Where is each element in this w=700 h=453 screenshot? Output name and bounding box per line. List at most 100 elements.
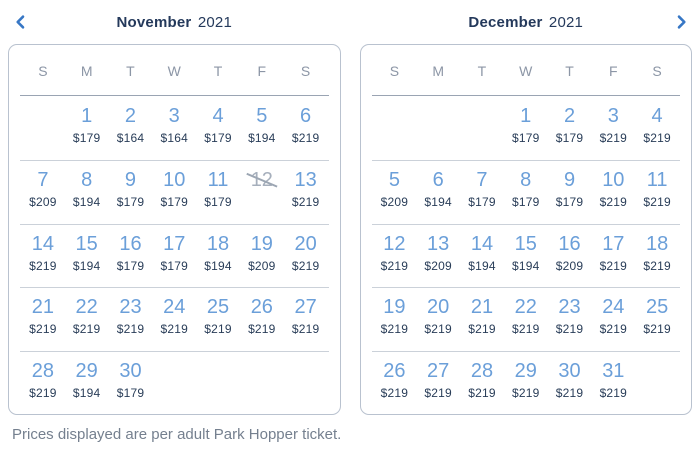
day-price: $194: [511, 258, 540, 273]
next-month-button[interactable]: [672, 12, 691, 32]
calendar-day[interactable]: 16 $209: [548, 231, 592, 288]
calendar-day[interactable]: 24 $219: [152, 294, 196, 351]
calendar-day[interactable]: 11 $219: [635, 167, 679, 224]
calendar-day[interactable]: 2 $164: [109, 103, 153, 160]
calendar-day[interactable]: 29 $219: [504, 358, 548, 414]
calendar-day[interactable]: 28 $219: [460, 358, 504, 414]
weekday-label: S: [38, 62, 48, 79]
day-number: 15: [514, 232, 537, 255]
calendar-day[interactable]: 18 $219: [635, 231, 679, 288]
calendar-day[interactable]: 8 $179: [504, 167, 548, 224]
day-price: $219: [468, 386, 496, 401]
calendar-day[interactable]: 14 $219: [21, 231, 65, 288]
day-number: 13: [294, 168, 317, 191]
calendar-day[interactable]: 1 $179: [65, 103, 109, 160]
day-price: $194: [248, 131, 276, 145]
calendar-day[interactable]: 25 $219: [635, 294, 679, 351]
calendar-day[interactable]: 21 $219: [21, 294, 65, 351]
calendar-day[interactable]: 8 $194: [65, 167, 109, 224]
calendar-day[interactable]: 2 $179: [548, 103, 592, 160]
calendar-day[interactable]: 15 $194: [504, 231, 548, 288]
calendar-day[interactable]: 24 $219: [591, 294, 635, 351]
prev-month-button[interactable]: [11, 12, 30, 32]
calendar-day[interactable]: 27 $219: [284, 294, 328, 351]
calendar-day[interactable]: 3 $219: [591, 103, 635, 160]
weekday-label: W: [519, 62, 533, 79]
calendar-day[interactable]: 28 $219: [21, 358, 65, 414]
day-price: $179: [116, 258, 145, 273]
calendar-day[interactable]: 30 $179: [109, 358, 153, 414]
calendar-day[interactable]: 19 $209: [240, 231, 284, 288]
calendar-day[interactable]: 16 $179: [109, 231, 153, 288]
calendar-day[interactable]: 4 $219: [635, 103, 679, 160]
calendar-day[interactable]: 27 $219: [416, 358, 460, 414]
day-number: 19: [250, 232, 273, 255]
calendar-panel-november: S M T W T F S 1 $179 2 $164 3 $164 4 $179 5 $194 6 $219 7 $2…: [8, 44, 341, 415]
day-number: 27: [427, 360, 450, 383]
calendar-day[interactable]: 17 $219: [591, 231, 635, 288]
calendar-day[interactable]: 31 $219: [591, 358, 635, 414]
calendar-day[interactable]: 29 $194: [65, 358, 109, 414]
week-row: 19 $219 20 $219 21 $219 22 $219 23 $219 24 $219 25 $2…: [361, 287, 692, 351]
calendar-day[interactable]: 20 $219: [416, 294, 460, 351]
day-price: $219: [248, 322, 276, 337]
calendar-day[interactable]: 26 $219: [373, 358, 417, 414]
day-price: $164: [116, 131, 145, 145]
calendar-day[interactable]: 7 $209: [21, 167, 65, 224]
calendar-day[interactable]: 22 $219: [504, 294, 548, 351]
weekday-label: T: [477, 62, 487, 79]
calendar-day[interactable]: 3 $164: [152, 103, 196, 160]
week-row: 5 $209 6 $194 7 $179 8 $179 9 $179 10 $219 11 $219: [361, 159, 692, 224]
calendar-day[interactable]: 9 $179: [109, 167, 153, 224]
calendar-day[interactable]: 1 $179: [504, 103, 548, 160]
calendar-day[interactable]: 10 $219: [591, 167, 635, 224]
calendar-day[interactable]: 5 $209: [373, 167, 417, 224]
calendar-day[interactable]: 26 $219: [240, 294, 284, 351]
day-price: $219: [29, 386, 57, 401]
weekday-label: M: [432, 62, 444, 79]
calendar-day[interactable]: 9 $179: [548, 167, 592, 224]
calendar-day[interactable]: 10 $179: [152, 167, 196, 224]
day-price: $219: [380, 322, 409, 337]
month-title-november: November 2021: [8, 14, 341, 31]
calendar-day[interactable]: 7 $179: [460, 167, 504, 224]
day-number: 17: [602, 232, 625, 255]
calendar-day[interactable]: 5 $194: [240, 103, 284, 160]
day-price: $219: [511, 322, 540, 337]
day-number: 18: [645, 232, 669, 255]
weekday-label: W: [167, 62, 181, 79]
calendar-day[interactable]: 23 $219: [109, 294, 153, 351]
month-year: 2021: [548, 13, 584, 31]
calendar-day[interactable]: 4 $179: [196, 103, 240, 160]
day-number: 18: [206, 232, 230, 255]
calendar-day[interactable]: 23 $219: [548, 294, 592, 351]
calendar-day[interactable]: 19 $219: [373, 294, 417, 351]
calendar-day[interactable]: 13 $209: [416, 231, 460, 288]
calendar-day[interactable]: 12 $219: [373, 231, 417, 288]
day-price: $179: [204, 131, 232, 145]
day-price: $219: [291, 322, 320, 337]
calendar-day[interactable]: 18 $194: [196, 231, 240, 288]
calendar-day[interactable]: 22 $219: [65, 294, 109, 351]
calendar-day[interactable]: 13 $219: [284, 167, 328, 224]
calendar-cell-empty: [373, 103, 417, 160]
weekday-label: F: [257, 62, 267, 79]
calendar-header: November 2021 December 2021: [0, 0, 700, 44]
day-number: 7: [37, 168, 49, 191]
calendar-day[interactable]: 14 $194: [460, 231, 504, 288]
calendar-day[interactable]: 15 $194: [65, 231, 109, 288]
calendar-day[interactable]: 17 $179: [152, 231, 196, 288]
calendar-day-unavailable: 12: [240, 167, 284, 224]
calendar-day[interactable]: 11 $179: [196, 167, 240, 224]
calendar-day[interactable]: 30 $219: [548, 358, 592, 414]
calendar-day[interactable]: 21 $219: [460, 294, 504, 351]
weekday-label: S: [389, 62, 400, 79]
day-price: $179: [116, 194, 145, 209]
day-number: 14: [470, 232, 494, 255]
calendar-day[interactable]: 20 $219: [284, 231, 328, 288]
calendar-day[interactable]: 6 $219: [284, 103, 328, 160]
day-price: $219: [643, 322, 671, 337]
calendar-day[interactable]: 6 $194: [416, 167, 460, 224]
calendar-day[interactable]: 25 $219: [196, 294, 240, 351]
price-footnote: Prices displayed are per adult Park Hopp…: [12, 426, 342, 443]
